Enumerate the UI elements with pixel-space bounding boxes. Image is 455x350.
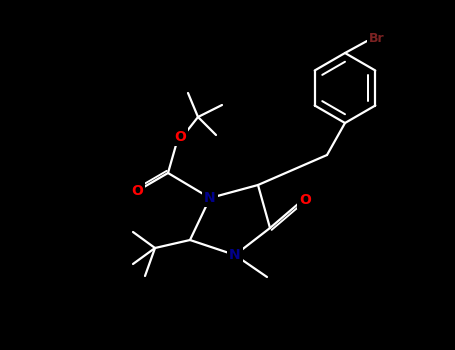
Text: N: N xyxy=(204,191,216,205)
Text: Br: Br xyxy=(369,33,385,46)
Text: O: O xyxy=(131,184,143,198)
Text: O: O xyxy=(299,193,311,207)
Text: O: O xyxy=(174,130,186,144)
Text: N: N xyxy=(229,248,241,262)
